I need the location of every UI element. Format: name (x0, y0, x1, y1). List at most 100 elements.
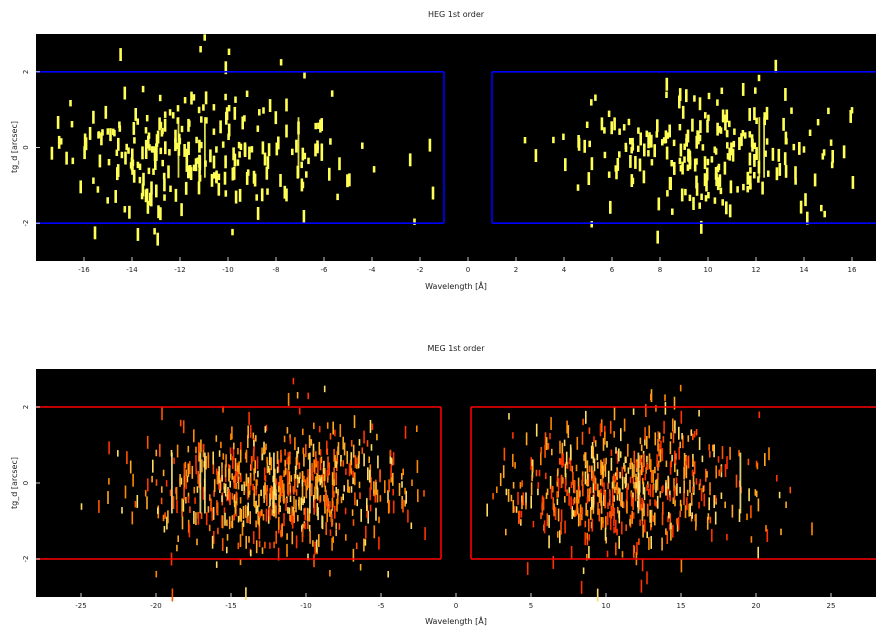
event-pixel (749, 175, 752, 189)
event-pixel (145, 115, 149, 122)
event-pixel (275, 142, 279, 156)
event-pixel (146, 435, 149, 449)
event-pixel (738, 137, 741, 150)
x-tick-label: 8 (658, 266, 662, 274)
event-pixel (674, 489, 676, 496)
event-pixel (295, 489, 298, 496)
event-pixel (281, 480, 284, 493)
event-pixel (230, 433, 232, 441)
event-pixel (223, 507, 226, 514)
event-pixel (666, 487, 669, 500)
event-pixel (280, 475, 283, 489)
event-pixel (670, 160, 673, 167)
event-pixel (717, 163, 721, 171)
event-pixel (257, 470, 259, 478)
event-pixel (614, 472, 617, 479)
extraction-region (36, 71, 445, 224)
event-pixel (121, 507, 123, 514)
event-pixel (699, 479, 702, 486)
event-pixel (329, 510, 331, 517)
event-pixel (556, 491, 558, 498)
x-tick-label: -10 (222, 266, 233, 274)
heg-events (50, 34, 855, 246)
event-pixel (303, 453, 305, 467)
event-pixel (187, 445, 190, 453)
event-pixel (263, 441, 265, 455)
event-pixel (794, 178, 797, 185)
event-pixel (300, 497, 302, 511)
event-pixel (150, 181, 153, 195)
event-pixel (223, 486, 226, 494)
event-pixel (240, 475, 242, 483)
event-pixel (256, 505, 259, 512)
event-pixel (260, 509, 263, 516)
event-pixel (639, 437, 642, 445)
event-pixel (637, 127, 640, 134)
event-pixel (667, 515, 669, 523)
event-pixel (239, 507, 241, 521)
event-pixel (671, 208, 674, 215)
event-pixel (187, 492, 190, 500)
event-pixel (162, 172, 166, 180)
event-pixel (255, 435, 257, 442)
event-pixel (324, 468, 326, 481)
event-pixel (776, 475, 778, 482)
event-pixel (765, 138, 769, 145)
event-pixel (657, 464, 659, 471)
event-pixel (624, 456, 627, 464)
event-pixel (286, 533, 288, 540)
event-pixel (367, 510, 369, 524)
event-pixel (753, 172, 756, 179)
event-pixel (189, 167, 193, 180)
event-pixel (275, 530, 277, 544)
event-pixel (575, 464, 578, 472)
event-pixel (738, 509, 741, 522)
event-pixel (174, 138, 177, 152)
event-pixel (631, 511, 633, 524)
event-pixel (326, 470, 329, 477)
x-tick-label: 10 (704, 266, 713, 274)
event-pixel (660, 440, 662, 454)
event-pixel (304, 522, 306, 530)
event-pixel (161, 407, 163, 421)
event-pixel (602, 521, 604, 528)
event-pixel (686, 164, 690, 171)
event-pixel (217, 173, 221, 181)
event-pixel (255, 194, 258, 201)
event-pixel (193, 429, 195, 443)
event-pixel (566, 489, 568, 496)
event-pixel (588, 465, 591, 472)
event-pixel (573, 497, 576, 504)
event-pixel (218, 450, 221, 457)
emission-line (204, 452, 206, 514)
event-pixel (156, 232, 159, 246)
event-pixel (311, 467, 313, 481)
event-pixel (253, 486, 256, 500)
event-pixel (708, 497, 710, 511)
event-pixel (264, 541, 266, 549)
event-pixel (144, 146, 148, 159)
event-pixel (132, 473, 134, 487)
event-pixel (808, 129, 812, 136)
event-pixel (200, 116, 203, 123)
event-pixel (324, 500, 326, 514)
event-pixel (721, 199, 724, 206)
event-pixel (293, 510, 295, 524)
event-pixel (342, 460, 345, 467)
heg-y-axis-ticks: -202 (22, 70, 40, 227)
event-pixel (659, 491, 662, 498)
event-pixel (164, 512, 166, 519)
event-pixel (784, 131, 788, 145)
event-pixel (98, 154, 102, 168)
event-pixel (196, 538, 198, 546)
event-pixel (263, 152, 267, 166)
event-pixel (639, 474, 641, 481)
event-pixel (531, 474, 533, 482)
event-pixel (579, 490, 581, 497)
event-pixel (141, 85, 145, 93)
event-pixel (237, 448, 239, 455)
event-pixel (278, 494, 280, 508)
event-pixel (332, 421, 334, 435)
event-pixel (618, 151, 621, 158)
event-pixel (650, 159, 654, 166)
